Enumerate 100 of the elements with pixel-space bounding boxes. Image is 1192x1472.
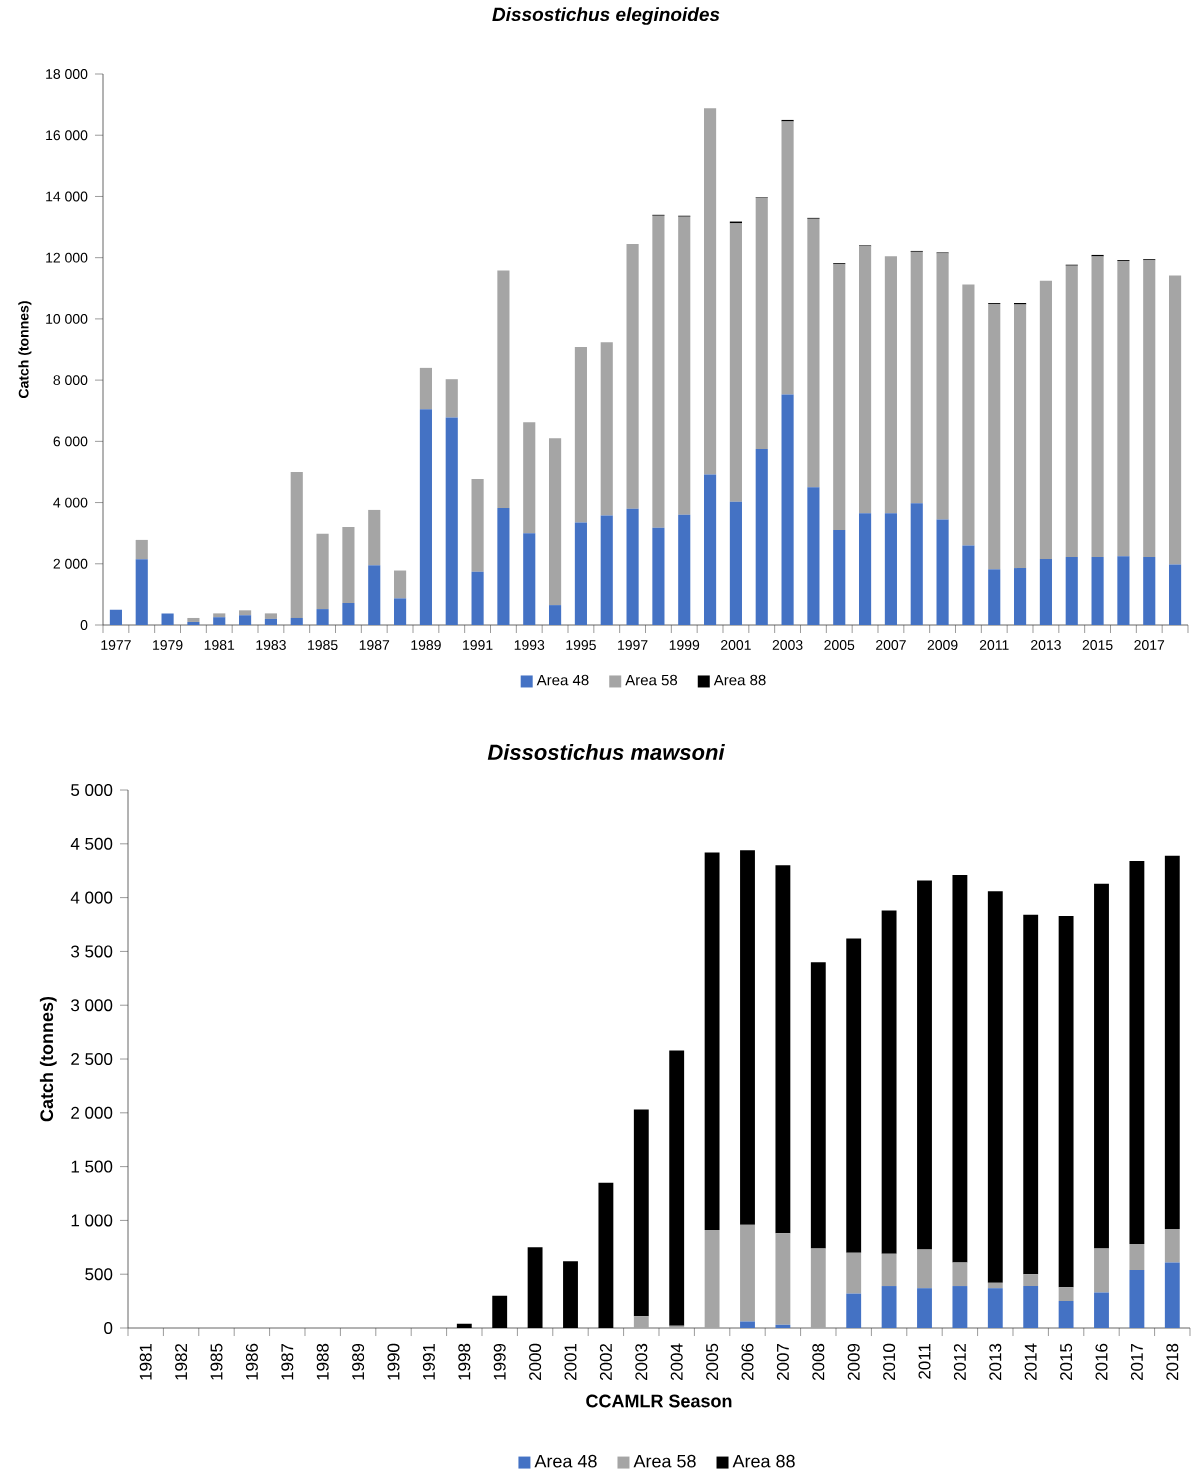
bar: [729, 501, 742, 626]
x-tick-label: 2016: [1095, 1343, 1108, 1381]
bar: [368, 509, 381, 566]
y-axis-title: Catch (tonnes): [39, 996, 57, 1122]
bar: [755, 197, 768, 449]
x-tick-label: 2000: [529, 1343, 542, 1381]
y-tick-label: 6 000: [53, 436, 88, 447]
bar: [846, 938, 862, 1253]
y-tick-label: 1 500: [71, 1160, 113, 1173]
bar: [187, 621, 200, 626]
x-tick-label: 1999: [493, 1343, 506, 1380]
bar: [1094, 883, 1109, 1249]
bar: [523, 533, 536, 626]
bar: [729, 223, 742, 502]
bar: [394, 598, 407, 626]
x-tick-label: 1997: [618, 640, 648, 650]
bar: [1129, 1244, 1145, 1270]
y-tick-label: 1 000: [71, 1214, 113, 1227]
bar: [1023, 1286, 1039, 1329]
y-tick-label: 16 000: [46, 130, 88, 141]
bar: [445, 379, 458, 418]
x-tick-label: 1986: [245, 1343, 258, 1380]
x-tick-label: 2008: [812, 1343, 825, 1381]
bar: [652, 215, 665, 528]
bar: [497, 270, 510, 509]
bar: [1023, 1274, 1039, 1287]
x-tick-label: 2017: [1130, 1343, 1143, 1381]
x-tick-label: 2007: [876, 640, 906, 650]
bar: [161, 613, 174, 626]
bar: [775, 1324, 791, 1329]
x-tick-label: 2013: [989, 1343, 1002, 1381]
y-tick-label: 4 500: [70, 837, 113, 850]
bar: [1169, 564, 1182, 626]
bar: [1091, 256, 1104, 558]
bar: [917, 1288, 932, 1329]
legend-label: Area 48: [536, 674, 589, 686]
x-tick-label: 1987: [281, 1343, 294, 1380]
x-tick-label: 1982: [175, 1343, 188, 1380]
bar: [1065, 557, 1078, 626]
bar: [1164, 855, 1180, 1230]
bar: [846, 1252, 862, 1294]
x-tick-label: 1991: [463, 640, 493, 650]
bar: [1129, 861, 1145, 1245]
bar: [239, 610, 252, 616]
bar: [1058, 1301, 1074, 1329]
bar: [290, 471, 303, 618]
x-tick-label: 2017: [1134, 640, 1165, 650]
bar: [1169, 275, 1182, 565]
x-tick-label: 1989: [352, 1343, 365, 1380]
x-tick-label: 2004: [670, 1343, 683, 1381]
y-tick-label: 10 000: [46, 313, 88, 324]
x-tick-label: 2002: [599, 1343, 612, 1381]
bar: [445, 417, 458, 626]
y-tick-label: 5 000: [71, 784, 113, 797]
x-axis-title: CCAMLR Season: [586, 1394, 732, 1408]
bar: [987, 1288, 1003, 1329]
bar: [574, 347, 587, 523]
bar: [781, 121, 794, 395]
bar: [1117, 261, 1130, 557]
x-tick-label: 2009: [927, 640, 958, 650]
bar: [859, 513, 872, 626]
chart-title: Dissostichus mawsoni: [487, 743, 725, 761]
bar: [1058, 1287, 1074, 1302]
bar: [264, 618, 277, 626]
bar: [626, 243, 639, 509]
bar: [633, 1316, 649, 1329]
bar: [290, 617, 303, 626]
x-tick-label: 1981: [139, 1343, 152, 1380]
bar: [704, 1230, 720, 1329]
bar: [807, 218, 820, 488]
legend-label: Area 48: [534, 1454, 597, 1468]
bar: [1129, 1269, 1145, 1329]
x-tick-label: 1985: [308, 640, 338, 650]
bar: [497, 508, 510, 626]
bar: [740, 1321, 755, 1329]
bar: [1014, 568, 1027, 626]
bar: [1164, 1229, 1180, 1263]
bar: [187, 617, 200, 622]
bar: [952, 875, 968, 1263]
bar: [342, 602, 355, 626]
bar: [917, 1249, 932, 1289]
bar: [1094, 1292, 1109, 1329]
x-tick-label: 1985: [210, 1343, 223, 1380]
bar: [988, 303, 1001, 570]
bar: [775, 865, 791, 1234]
bar: [549, 605, 562, 626]
bar: [1058, 915, 1074, 1288]
x-tick-label: 1981: [204, 640, 235, 650]
legend-label: Area 58: [633, 1454, 696, 1468]
bar: [881, 910, 897, 1254]
y-tick-label: 2 000: [71, 1106, 113, 1119]
bar: [988, 569, 1001, 626]
bar: [239, 615, 252, 626]
bar: [471, 571, 484, 626]
bar: [456, 1323, 472, 1329]
chart-title: Dissostichus eleginoides: [492, 7, 720, 25]
bar: [471, 478, 484, 572]
bar: [936, 519, 949, 626]
x-tick-label: 2003: [635, 1343, 648, 1381]
bar: [109, 609, 122, 626]
